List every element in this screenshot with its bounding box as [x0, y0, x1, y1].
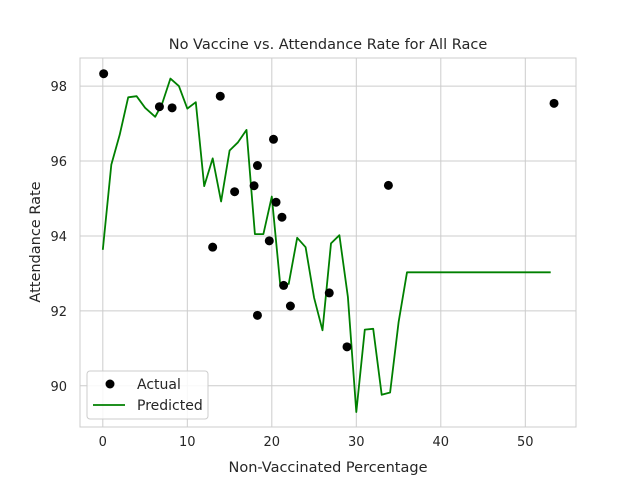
actual-point — [208, 242, 218, 252]
x-tick-label: 0 — [99, 435, 107, 450]
x-tick-label: 20 — [264, 435, 281, 450]
actual-point — [271, 197, 281, 207]
actual-point — [264, 236, 274, 246]
x-tick-label: 30 — [348, 435, 365, 450]
legend-label-predicted: Predicted — [137, 398, 203, 414]
x-tick-label: 40 — [433, 435, 450, 450]
actual-point — [285, 301, 295, 311]
actual-point — [252, 161, 262, 171]
actual-point — [279, 280, 289, 290]
marks — [99, 69, 559, 413]
actual-point — [215, 91, 225, 101]
legend-box — [86, 370, 209, 420]
chart-title: No Vaccine vs. Attendance Rate for All R… — [169, 37, 488, 53]
tick-labels: 0 10 20 30 40 50 90 92 94 96 98 — [50, 80, 533, 450]
y-tick-label: 90 — [50, 380, 67, 395]
actual-point — [154, 102, 164, 112]
actual-point — [268, 134, 278, 144]
y-tick-label: 92 — [50, 305, 67, 320]
actual-point — [383, 180, 393, 190]
actual-point — [249, 181, 259, 191]
legend-marker-actual — [105, 379, 115, 389]
actual-point — [549, 98, 559, 108]
actual-point — [324, 288, 334, 298]
legend: Actual Predicted — [86, 370, 209, 420]
y-axis-label: Attendance Rate — [28, 181, 44, 302]
y-tick-label: 98 — [50, 80, 67, 95]
x-axis-label: Non-Vaccinated Percentage — [228, 460, 427, 476]
legend-label-actual: Actual — [137, 377, 181, 393]
actual-point — [230, 187, 240, 197]
plot-frame — [79, 57, 577, 428]
actual-point — [167, 103, 177, 113]
x-tick-label: 50 — [517, 435, 534, 450]
y-tick-label: 96 — [50, 155, 67, 170]
x-tick-label: 10 — [179, 435, 196, 450]
plot-area — [80, 58, 576, 427]
actual-point — [277, 212, 287, 222]
actual-point — [342, 342, 352, 352]
actual-point — [252, 310, 262, 320]
y-tick-label: 94 — [50, 230, 67, 245]
actual-point — [99, 69, 109, 79]
